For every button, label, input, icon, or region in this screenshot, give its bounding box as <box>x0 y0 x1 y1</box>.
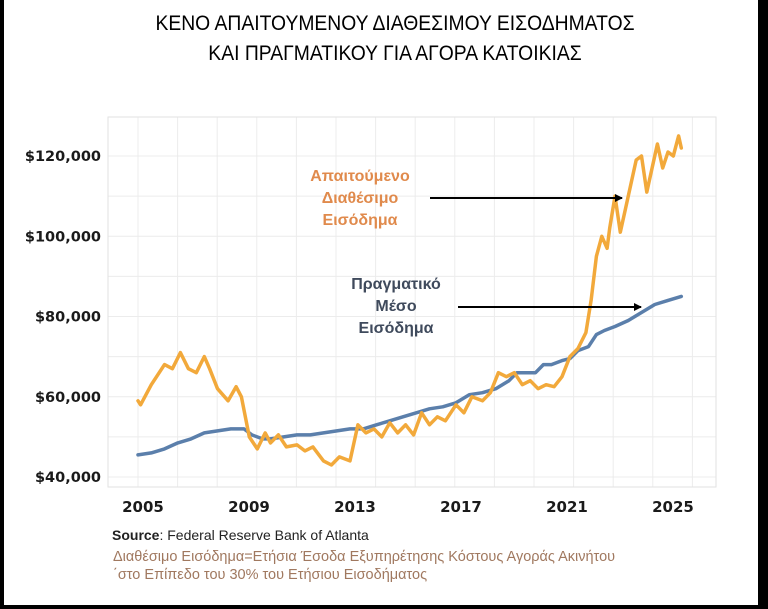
chart-frame: ΚΕΝΟ ΑΠΑΙΤΟΥΜΕΝΟΥ ΔΙΑΘΕΣΙΜΟΥ ΕΙΣΟΔΗΜΑΤΟΣ… <box>4 0 758 605</box>
x-tick-label: 2021 <box>546 498 588 516</box>
annotation-required-line-2: Διαθέσιμο <box>322 190 399 207</box>
x-tick-label: 2005 <box>122 498 164 516</box>
chart-title-line-1: ΚΕΝΟ ΑΠΑΙΤΟΥΜΕΝΟΥ ΔΙΑΘΕΣΙΜΟΥ ΕΙΣΟΔΗΜΑΤΟΣ <box>155 12 635 35</box>
annotation-actual-income: Πραγματικό Μέσο Εισόδημα <box>351 276 642 337</box>
y-tick-label: $80,000 <box>35 310 101 326</box>
definition-note-line-2: ΄στο Επίπεδο του 30% του Ετήσιου Εισοδήμ… <box>113 567 428 583</box>
y-tick-label: $120,000 <box>25 149 101 165</box>
plot-area-border <box>107 116 717 488</box>
source-text: : Federal Reserve Bank of Atlanta <box>159 527 369 543</box>
x-axis-ticks: 2005 2009 2013 2017 2021 2025 <box>122 498 694 516</box>
x-tick-label: 2009 <box>228 498 270 516</box>
series-required-income-line <box>136 134 684 467</box>
source-label: Source <box>112 527 160 543</box>
y-tick-label: $100,000 <box>25 229 101 245</box>
y-tick-label: $40,000 <box>35 470 101 486</box>
annotation-actual-line-3: Εισόδημα <box>359 320 434 337</box>
line-chart: $40,000 $60,000 $80,000 $100,000 $120,000 20… <box>25 116 717 516</box>
definition-note: Διαθέσιμο Εισόδημα=Ετήσια Έσοδα Εξυπηρέτ… <box>113 548 753 584</box>
x-tick-label: 2017 <box>440 498 482 516</box>
annotation-required-line-3: Εισόδημα <box>323 212 398 229</box>
source-note: Source: Federal Reserve Bank of Atlanta <box>112 527 369 543</box>
x-tick-label: 2013 <box>334 498 376 516</box>
definition-note-line-1: Διαθέσιμο Εισόδημα=Ετήσια Έσοδα Εξυπηρέτ… <box>113 549 616 565</box>
y-tick-label: $60,000 <box>35 390 101 406</box>
annotation-required-income: Απαιτούμενο Διαθέσιμο Εισόδημα <box>310 168 623 229</box>
annotation-required-line-1: Απαιτούμενο <box>310 168 410 185</box>
annotation-actual-line-1: Πραγματικό <box>351 276 441 293</box>
x-tick-label: 2025 <box>652 498 694 516</box>
y-axis-ticks: $40,000 $60,000 $80,000 $100,000 $120,000 <box>25 149 101 486</box>
series-actual-income-line <box>136 294 684 457</box>
chart-title-line-2: ΚΑΙ ΠΡΑΓΜΑΤΙΚΟΥ ΓΙΑ ΑΓΟΡΑ ΚΑΤΟΙΚΙΑΣ <box>208 42 582 65</box>
annotation-actual-line-2: Μέσο <box>375 298 416 315</box>
